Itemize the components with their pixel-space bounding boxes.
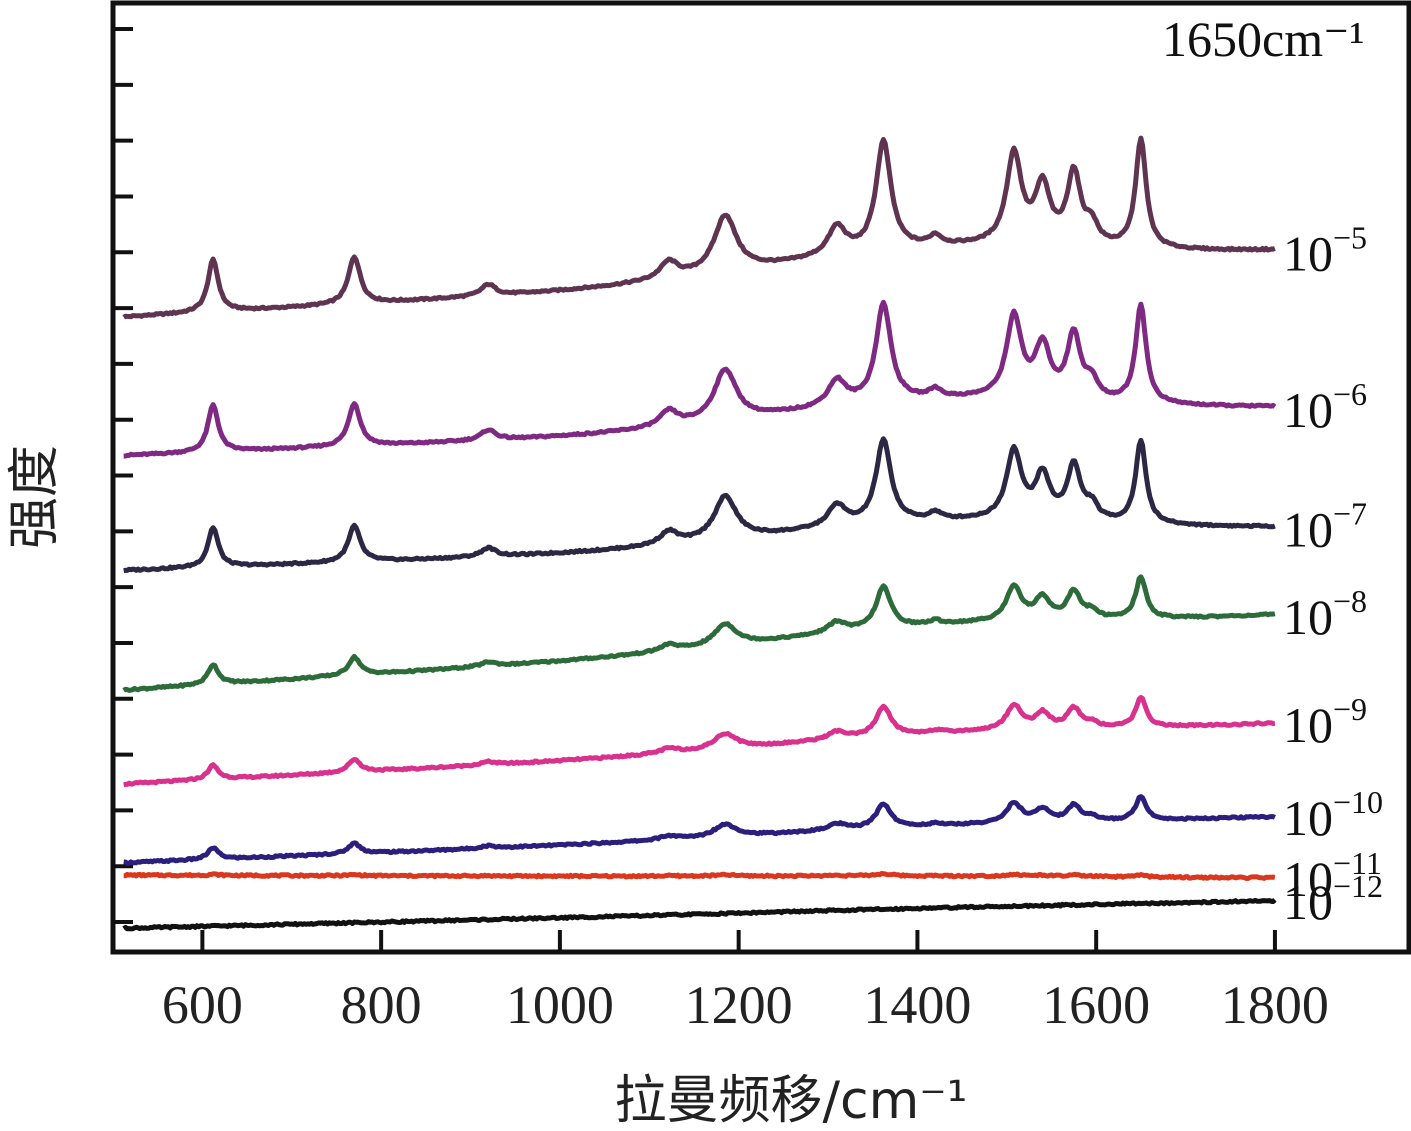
- x-tick-label: 1600: [1042, 975, 1150, 1035]
- series-line: [123, 794, 1276, 866]
- y-axis-title: 强度: [5, 445, 65, 549]
- x-tick-label: 1400: [863, 975, 971, 1035]
- x-tick-label: 1200: [685, 975, 793, 1035]
- series-label: 10−5: [1283, 220, 1367, 282]
- x-tick-label: 600: [162, 975, 243, 1035]
- series-label: 10−11: [1283, 845, 1382, 907]
- series-line: [122, 574, 1276, 693]
- series-label: 10−6: [1283, 376, 1367, 438]
- plot-frame: [110, 0, 1411, 955]
- series-label: 10−7: [1283, 496, 1367, 558]
- series-lines: [122, 135, 1277, 932]
- series-line: [122, 135, 1276, 320]
- series-line: [123, 436, 1276, 574]
- y-axis-ticks: [113, 27, 133, 924]
- x-axis-title: 拉曼频移/cm⁻¹: [614, 1071, 967, 1131]
- x-tick-label: 800: [341, 975, 422, 1035]
- series-line: [123, 299, 1277, 459]
- series-label: 10−9: [1283, 691, 1367, 753]
- peak-annotation: 1650cm⁻¹: [1162, 11, 1364, 67]
- series-line: [123, 695, 1276, 788]
- x-tick-label: 1800: [1221, 975, 1329, 1035]
- series-line: [122, 897, 1277, 932]
- x-axis-ticks: 600 800 1000 1200 1400 1600 1800: [162, 930, 1329, 1035]
- series-label: 10−8: [1283, 583, 1367, 645]
- series-label: 10−10: [1283, 784, 1383, 846]
- plot-border: [110, 0, 1411, 955]
- series-line: [123, 870, 1276, 881]
- series-label: 10−12: [1283, 868, 1383, 930]
- x-tick-label: 1000: [506, 975, 614, 1035]
